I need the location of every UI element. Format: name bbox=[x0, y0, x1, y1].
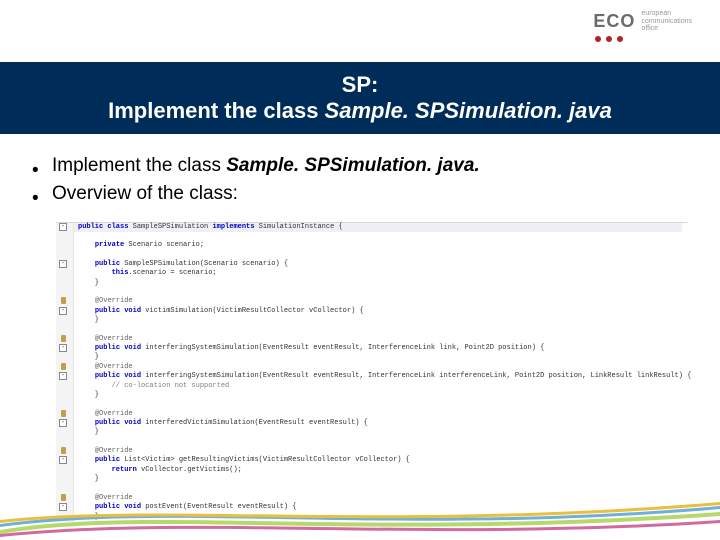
clip-icon bbox=[61, 363, 66, 370]
dot-2 bbox=[606, 36, 612, 42]
bullet-1-prefix: Implement the class bbox=[52, 155, 226, 176]
code-l18: // co-location not supported bbox=[74, 382, 229, 391]
bullet-1: • Implement the class Sample. SPSimulati… bbox=[32, 155, 692, 177]
code-l26: public List<Victim> getResultingVictims(… bbox=[74, 456, 410, 465]
logo-sub3: office bbox=[641, 25, 692, 33]
logo-sub1: european bbox=[641, 10, 692, 18]
clip-icon bbox=[61, 410, 66, 417]
logo-sub2: communications bbox=[641, 18, 692, 26]
title-line2-prefix: Implement the class bbox=[108, 98, 324, 123]
code-l1: public class SampleSPSimulation implemen… bbox=[74, 223, 682, 232]
dot-3 bbox=[617, 36, 623, 42]
bullet-dot-icon: • bbox=[32, 165, 38, 176]
fold-icon: - bbox=[59, 260, 67, 268]
code-l23: } bbox=[74, 428, 99, 437]
logo-main: ECO bbox=[593, 11, 635, 32]
fold-icon: - bbox=[59, 344, 67, 352]
bullet-1-bolditalic: Sample. SPSimulation. java. bbox=[226, 155, 479, 176]
code-l4 bbox=[74, 251, 78, 260]
code-area: -public class SampleSPSimulation impleme… bbox=[56, 222, 688, 472]
code-l16: @Override bbox=[74, 363, 133, 372]
bullet-2: • Overview of the class: bbox=[32, 183, 692, 205]
code-l3: private Scenario scenario; bbox=[74, 241, 204, 250]
title-line2: Implement the class Sample. SPSimulation… bbox=[108, 98, 612, 124]
clip-icon bbox=[61, 335, 66, 342]
code-l27: return vCollector.getVictims(); bbox=[74, 466, 242, 475]
fold-icon: - bbox=[59, 419, 67, 427]
code-l30: @Override bbox=[74, 494, 133, 503]
title-line1: SP: bbox=[342, 72, 379, 98]
code-l22: public void interferedVictimSimulation(E… bbox=[74, 419, 368, 428]
code-l17: public void interferingSystemSimulation(… bbox=[74, 372, 691, 381]
code-l8 bbox=[74, 288, 78, 297]
code-l13: @Override bbox=[74, 335, 133, 344]
bullet-2-text: Overview of the class: bbox=[52, 183, 238, 205]
code-l9: @Override bbox=[74, 297, 133, 306]
bullet-dot-icon: • bbox=[32, 193, 38, 204]
code-l6: this.scenario = scenario; bbox=[74, 269, 217, 278]
fold-icon: - bbox=[59, 456, 67, 464]
code-l32: } bbox=[74, 513, 99, 522]
fold-icon: - bbox=[59, 503, 67, 511]
code-l14: public void interferingSystemSimulation(… bbox=[74, 344, 544, 353]
code-l5: public SampleSPSimulation(Scenario scena… bbox=[74, 260, 288, 269]
code-l10: public void victimSimulation(VictimResul… bbox=[74, 307, 364, 316]
clip-icon bbox=[61, 494, 66, 501]
title-line2-italic: Sample. SPSimulation. java bbox=[325, 98, 612, 123]
code-l11: } bbox=[74, 316, 99, 325]
title-band: SP: Implement the class Sample. SPSimula… bbox=[0, 62, 720, 134]
code-l15: } bbox=[74, 353, 99, 362]
clip-icon bbox=[61, 297, 66, 304]
content-bullets: • Implement the class Sample. SPSimulati… bbox=[32, 155, 692, 211]
code-l7: } bbox=[74, 279, 99, 288]
code-l20 bbox=[74, 401, 78, 410]
code-l12 bbox=[74, 326, 78, 335]
code-l24 bbox=[74, 438, 78, 447]
logo-dots bbox=[595, 36, 623, 42]
code-l29 bbox=[74, 485, 78, 494]
code-l21: @Override bbox=[74, 410, 133, 419]
fold-icon: - bbox=[59, 223, 67, 231]
code-l28: } bbox=[74, 475, 99, 484]
code-l19: } bbox=[74, 391, 99, 400]
bullet-1-text: Implement the class Sample. SPSimulation… bbox=[52, 155, 480, 177]
dot-1 bbox=[595, 36, 601, 42]
fold-icon: - bbox=[59, 307, 67, 315]
fold-icon: - bbox=[59, 372, 67, 380]
code-l2 bbox=[74, 232, 78, 241]
code-l31: public void postEvent(EventResult eventR… bbox=[74, 503, 296, 512]
logo: ECO european communications office bbox=[593, 10, 692, 42]
code-l25: @Override bbox=[74, 447, 133, 456]
clip-icon bbox=[61, 447, 66, 454]
